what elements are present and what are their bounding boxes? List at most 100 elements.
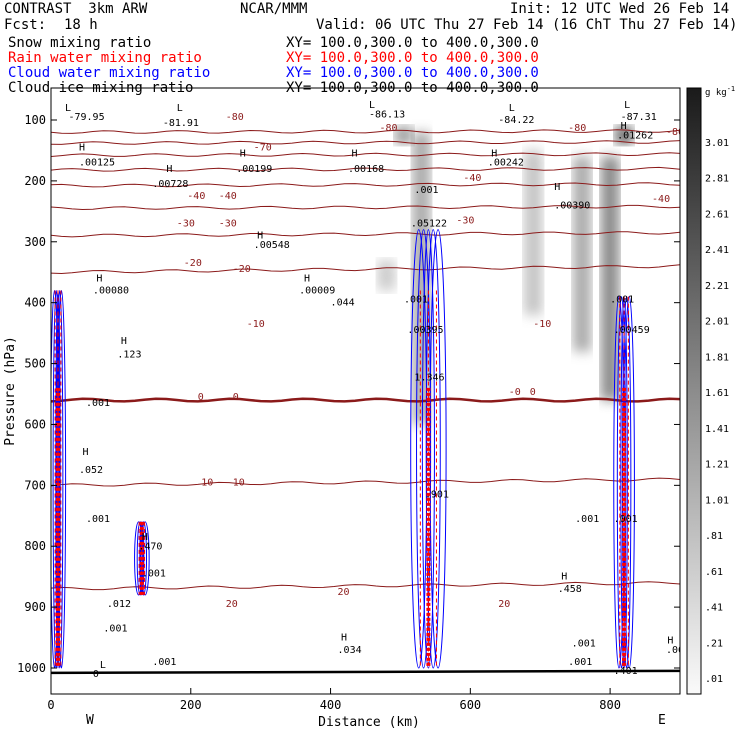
isotherm-label-6: -40 [219, 191, 237, 202]
isotherm-label-23: 20 [226, 599, 238, 610]
extremum-label-34: .001 [610, 295, 634, 306]
extremum-label-30: H [304, 273, 310, 284]
isotherm-label-1: -80 [379, 123, 397, 134]
extremum-label-47: H [142, 532, 148, 543]
y-tick-label-300: 300 [24, 235, 46, 249]
x-axis-label: Distance (km) [318, 715, 420, 730]
x-tick-label-800: 800 [599, 698, 621, 712]
extremum-label-40: .001 [86, 398, 110, 409]
extremum-label-9: -87.31 [621, 112, 657, 123]
isotherm-10 [51, 477, 680, 487]
extremum-label-23: .05122 [411, 219, 447, 230]
extremum-label-39: 1.346 [414, 373, 444, 384]
forecast-label: Fcst: [4, 17, 47, 33]
field-xy-snow: XY= 100.0,300.0 to 400.0,300.0 [286, 35, 539, 51]
extremum-label-5: -86.13 [369, 110, 405, 121]
isotherm-20 [51, 581, 680, 591]
init-time: Init: 12 UTC Wed 26 Feb 14 [510, 1, 730, 17]
isotherm-label-24: 20 [498, 599, 510, 610]
isotherm-label-14: -10 [247, 319, 265, 330]
colorbar-label-3: 2.41 [705, 245, 729, 256]
colorbar: g kg-1 3.01 2.81 2.61 2.41 2.21 2.01 1.81 1.61 1… [686, 85, 735, 695]
extremum-label-17: .00168 [348, 164, 384, 175]
y-tick-label-100: 100 [24, 113, 46, 127]
extremum-label-29: .00080 [93, 286, 129, 297]
cloud-water-contour-2-1 [416, 229, 432, 669]
extremum-label-56: .034 [338, 645, 362, 656]
x-tick-label-600: 600 [459, 698, 481, 712]
colorbar-label-8: 1.41 [705, 424, 729, 435]
east-label: E [658, 713, 666, 728]
field-name-cloudwater: Cloud water mixing ratio [8, 65, 211, 81]
isotherm-label-16: 0 [198, 392, 204, 403]
extremum-label-51: .458 [558, 584, 582, 595]
extremum-label-3: -81.91 [163, 118, 199, 129]
y-axis-label: Pressure (hPa) [3, 336, 18, 446]
y-tick-label-600: 600 [24, 417, 46, 431]
extremum-label-15: .00199 [236, 164, 272, 175]
cloud-water-contour-3-1 [616, 296, 627, 669]
extremum-label-57: .001 [572, 639, 596, 650]
isotherms [51, 129, 680, 591]
extremum-label-43: .901 [425, 490, 449, 501]
colorbar-label-0: 3.01 [705, 138, 729, 149]
extremum-label-36: .00459 [614, 325, 650, 336]
isotherm--40 [51, 182, 680, 188]
snow-column-6 [377, 260, 396, 291]
extremum-label-25: .00390 [554, 200, 590, 211]
y-tick-label-1000: 1000 [17, 661, 46, 675]
colorbar-label-11: .81 [705, 531, 723, 542]
extremum-label-6: L [509, 103, 515, 114]
isotherm-label-8: -40 [652, 194, 670, 205]
west-label: W [86, 713, 94, 728]
colorbar-label-15: .01 [705, 674, 723, 685]
snow-column-3 [601, 156, 620, 401]
extremum-label-58: .001 [568, 657, 592, 668]
isotherm-label-7: -40 [463, 173, 481, 184]
isotherm-label-21: 10 [233, 477, 245, 488]
x-tick-label-400: 400 [320, 698, 342, 712]
extremum-label-18: H [491, 149, 497, 160]
isotherm-label-2: -80 [568, 123, 586, 134]
extremum-label-41: H [82, 447, 88, 458]
plot-frame [50, 87, 681, 695]
colorbar-label-1: 2.81 [705, 174, 729, 185]
isotherm--70 [51, 140, 680, 145]
extremum-label-2: L [177, 103, 183, 114]
extremum-label-22: .001 [414, 185, 438, 196]
field-xy-rain: XY= 100.0,300.0 to 400.0,300.0 [286, 50, 539, 66]
extremum-label-60: H [667, 636, 673, 647]
extremum-label-27: .00548 [254, 240, 290, 251]
cloud-water-contour-2-3 [425, 229, 441, 669]
colorbar-label-13: .41 [705, 603, 723, 614]
extremum-label-37: H [121, 336, 127, 347]
isotherm--80 [51, 129, 680, 134]
extremum-label-19: .00242 [488, 158, 524, 169]
isotherm-label-12: -20 [184, 258, 202, 269]
isotherm-label-0: -80 [226, 112, 244, 123]
extremum-label-62: L [100, 660, 106, 671]
extremum-label-10: H [79, 142, 85, 153]
x-tick-label-200: 200 [180, 698, 202, 712]
extremum-label-35: .00395 [407, 325, 443, 336]
extremum-label-21: .01262 [617, 130, 653, 141]
isotherm--30 [51, 204, 680, 211]
extremum-label-13: .00728 [152, 179, 188, 190]
isotherm--60 [51, 152, 680, 157]
isotherm--50 [51, 166, 680, 172]
extremum-label-52: .012 [107, 599, 131, 610]
extremum-label-28: H [96, 273, 102, 284]
convective-cores [51, 229, 635, 669]
model-name: CONTRAST 3km ARW [4, 1, 148, 17]
snow-field [377, 126, 634, 425]
colorbar-label-5: 2.01 [705, 317, 729, 328]
isotherm--10 [51, 264, 680, 275]
extremum-label-33: .001 [404, 295, 428, 306]
extremum-label-14: H [240, 149, 246, 160]
extremum-label-31: .00009 [299, 286, 335, 297]
colorbar-label-9: 1.21 [705, 460, 729, 471]
valid-time: Valid: 06 UTC Thu 27 Feb 14 (16 ChT Thu … [316, 17, 738, 33]
colorbar-label-2: 2.61 [705, 209, 729, 220]
